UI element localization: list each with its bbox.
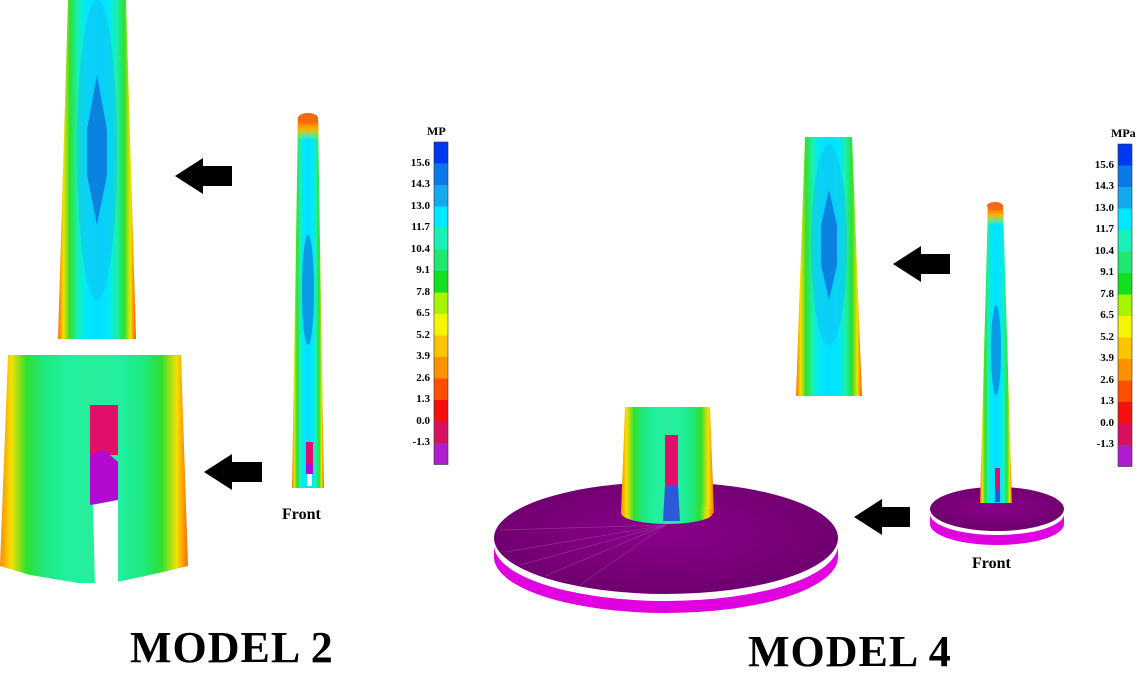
model2-title: MODEL 2: [130, 623, 334, 672]
legend-color-swatch: [1118, 337, 1132, 359]
legend-tick-label: 5.2: [416, 328, 430, 341]
legend-tick-label: 13.0: [1094, 201, 1114, 214]
legend-color-swatch: [434, 443, 448, 465]
model4-full-chimney: [930, 202, 1064, 545]
model4-color-legend: [1117, 143, 1133, 467]
legend-color-swatch: [1118, 445, 1132, 467]
legend-color-swatch: [1118, 230, 1132, 252]
legend-color-swatch: [1118, 380, 1132, 402]
legend-tick-label: -1.3: [1096, 438, 1114, 450]
legend-color-swatch: [434, 228, 448, 250]
model2-full-chimney: [292, 113, 324, 488]
legend-tick-label: 7.8: [1100, 287, 1114, 300]
legend-color-swatch: [1118, 423, 1132, 445]
arrow-icon: [175, 158, 232, 194]
legend-color-swatch: [434, 185, 448, 207]
model4-upper-detail: [796, 137, 862, 396]
legend-color-swatch: [434, 335, 448, 357]
legend-tick-label: 2.6: [416, 371, 430, 384]
legend-color-swatch: [434, 142, 448, 164]
model4-legend-unit: MPa: [1111, 126, 1136, 140]
arrow-icon: [204, 454, 262, 490]
legend-tick-label: 14.3: [1094, 180, 1114, 192]
legend-tick-label: 9.1: [1100, 266, 1114, 278]
legend-tick-label: 11.7: [1095, 223, 1114, 235]
legend-color-swatch: [1118, 187, 1132, 209]
legend-tick-label: 1.3: [1100, 395, 1114, 407]
legend-tick-label: 6.5: [416, 307, 430, 319]
model4-foundation-detail: [494, 407, 838, 613]
legend-color-swatch: [1118, 273, 1132, 295]
legend-color-swatch: [1118, 359, 1132, 381]
model2-upper-detail: [58, 0, 136, 339]
legend-color-swatch: [1118, 165, 1132, 187]
legend-color-swatch: [434, 271, 448, 293]
legend-frame: [433, 141, 449, 465]
arrow-icon: [893, 246, 950, 282]
model2-color-legend: [433, 141, 449, 465]
model4-view-label: Front: [972, 555, 1011, 572]
legend-color-swatch: [1118, 402, 1132, 424]
legend-tick-label: 3.9: [416, 350, 430, 362]
model4-title: MODEL 4: [748, 627, 952, 676]
legend-tick-label: 10.4: [410, 242, 430, 255]
legend-tick-label: 9.1: [416, 264, 430, 276]
legend-tick-label: 2.6: [1100, 373, 1114, 386]
model2-legend-unit: MP: [427, 124, 446, 138]
legend-tick-label: 7.8: [416, 285, 430, 298]
legend-frame: [1117, 143, 1133, 467]
legend-tick-label: 14.3: [410, 178, 430, 190]
legend-tick-label: 6.5: [1100, 309, 1114, 321]
legend-color-swatch: [1118, 251, 1132, 273]
legend-tick-label: -1.3: [412, 436, 430, 448]
legend-color-swatch: [1118, 208, 1132, 230]
legend-tick-label: 15.6: [1094, 158, 1114, 171]
legend-color-swatch: [1118, 294, 1132, 316]
legend-tick-label: 5.2: [1100, 330, 1114, 343]
legend-tick-label: 0.0: [416, 414, 430, 427]
model2-view-label: Front: [282, 506, 321, 523]
legend-color-swatch: [434, 378, 448, 400]
legend-color-swatch: [434, 163, 448, 185]
legend-tick-label: 15.6: [410, 156, 430, 169]
legend-tick-label: 11.7: [411, 221, 430, 233]
legend-color-swatch: [434, 357, 448, 379]
legend-color-swatch: [1118, 144, 1132, 166]
legend-tick-label: 10.4: [1094, 244, 1114, 257]
model2-base-detail: [0, 355, 188, 585]
arrow-icon: [854, 499, 910, 535]
legend-color-swatch: [434, 421, 448, 443]
legend-color-swatch: [434, 206, 448, 228]
legend-color-swatch: [434, 314, 448, 336]
legend-tick-label: 3.9: [1100, 352, 1114, 364]
legend-tick-label: 1.3: [416, 393, 430, 405]
legend-color-swatch: [434, 249, 448, 271]
legend-color-swatch: [434, 292, 448, 314]
legend-color-swatch: [434, 400, 448, 422]
legend-color-swatch: [1118, 316, 1132, 338]
legend-tick-label: 0.0: [1100, 416, 1114, 429]
legend-tick-label: 13.0: [410, 199, 430, 212]
